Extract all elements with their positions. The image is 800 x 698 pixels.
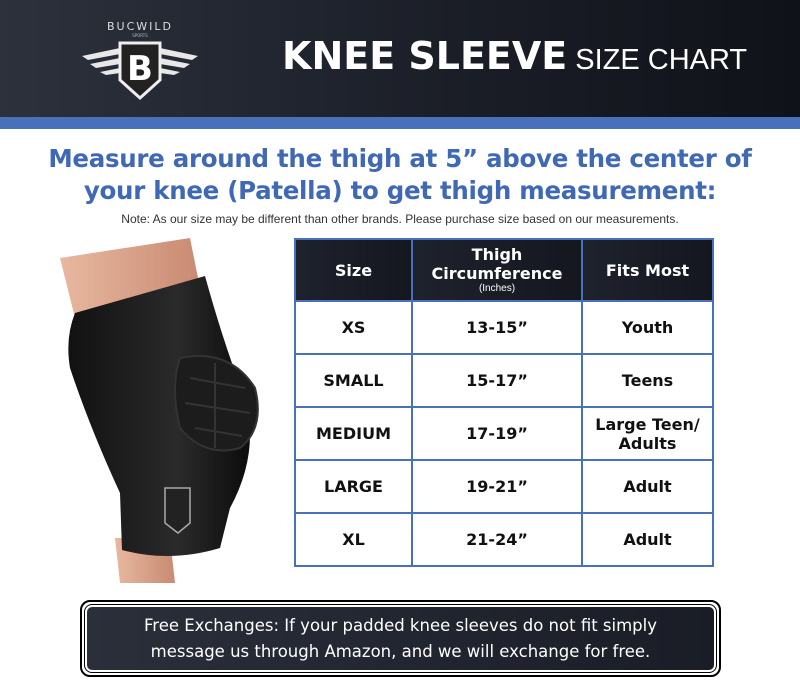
cell-thigh: 17-19” [411, 406, 583, 461]
cell-thigh: 13-15” [411, 300, 583, 355]
header-fits-most: Fits Most [581, 238, 714, 302]
table-row: SMALL 15-17” Teens [294, 353, 714, 408]
cell-size: SMALL [294, 353, 413, 408]
table-row: XL 21-24” Adult [294, 512, 714, 567]
header-banner: BUCWILD SPORTS B KNEE SLEEVE SIZE CHART [0, 0, 800, 117]
cell-size: LARGE [294, 459, 413, 514]
cell-size: XS [294, 300, 413, 355]
title-main: KNEE SLEEVE [282, 34, 568, 78]
cell-thigh: 15-17” [411, 353, 583, 408]
size-note: Note: As our size may be different than … [121, 212, 679, 226]
knee-sleeve-image [60, 238, 259, 583]
headline-line2: your knee (Patella) to get thigh measure… [83, 176, 717, 205]
page-title: KNEE SLEEVE SIZE CHART [282, 34, 747, 78]
svg-text:BUCWILD: BUCWILD [107, 20, 173, 33]
cell-thigh: 21-24” [411, 512, 583, 567]
headline-line1: Measure around the thigh at 5” above the… [48, 144, 752, 173]
table-row: MEDIUM 17-19” Large Teen/ Adults [294, 406, 714, 461]
cell-size: MEDIUM [294, 406, 413, 461]
free-exchange-banner: Free Exchanges: If your padded knee slee… [80, 600, 721, 677]
size-chart-table: Size Thigh Circumference (Inches) Fits Mo… [294, 238, 714, 567]
cell-fits: Youth [581, 300, 714, 355]
footer-line1: Free Exchanges: If your padded knee slee… [143, 616, 657, 635]
svg-text:B: B [127, 49, 153, 89]
cell-size: XL [294, 512, 413, 567]
bucwild-logo: BUCWILD SPORTS B [82, 20, 198, 101]
header-size: Size [294, 238, 413, 302]
svg-text:SPORTS: SPORTS [132, 33, 148, 38]
cell-thigh: 19-21” [411, 459, 583, 514]
title-sub: SIZE CHART [575, 44, 748, 76]
header-thigh-circumference: Thigh Circumference (Inches) [411, 238, 583, 302]
table-header-row: Size Thigh Circumference (Inches) Fits Mo… [294, 238, 714, 302]
cell-fits: Large Teen/ Adults [581, 406, 714, 461]
table-row: XS 13-15” Youth [294, 300, 714, 355]
measurement-instruction: Measure around the thigh at 5” above the… [0, 143, 800, 207]
footer-line2: message us through Amazon, and we will e… [150, 642, 651, 661]
cell-fits: Teens [581, 353, 714, 408]
cell-fits: Adult [581, 512, 714, 567]
table-row: LARGE 19-21” Adult [294, 459, 714, 514]
cell-fits: Adult [581, 459, 714, 514]
accent-stripe [0, 117, 800, 129]
